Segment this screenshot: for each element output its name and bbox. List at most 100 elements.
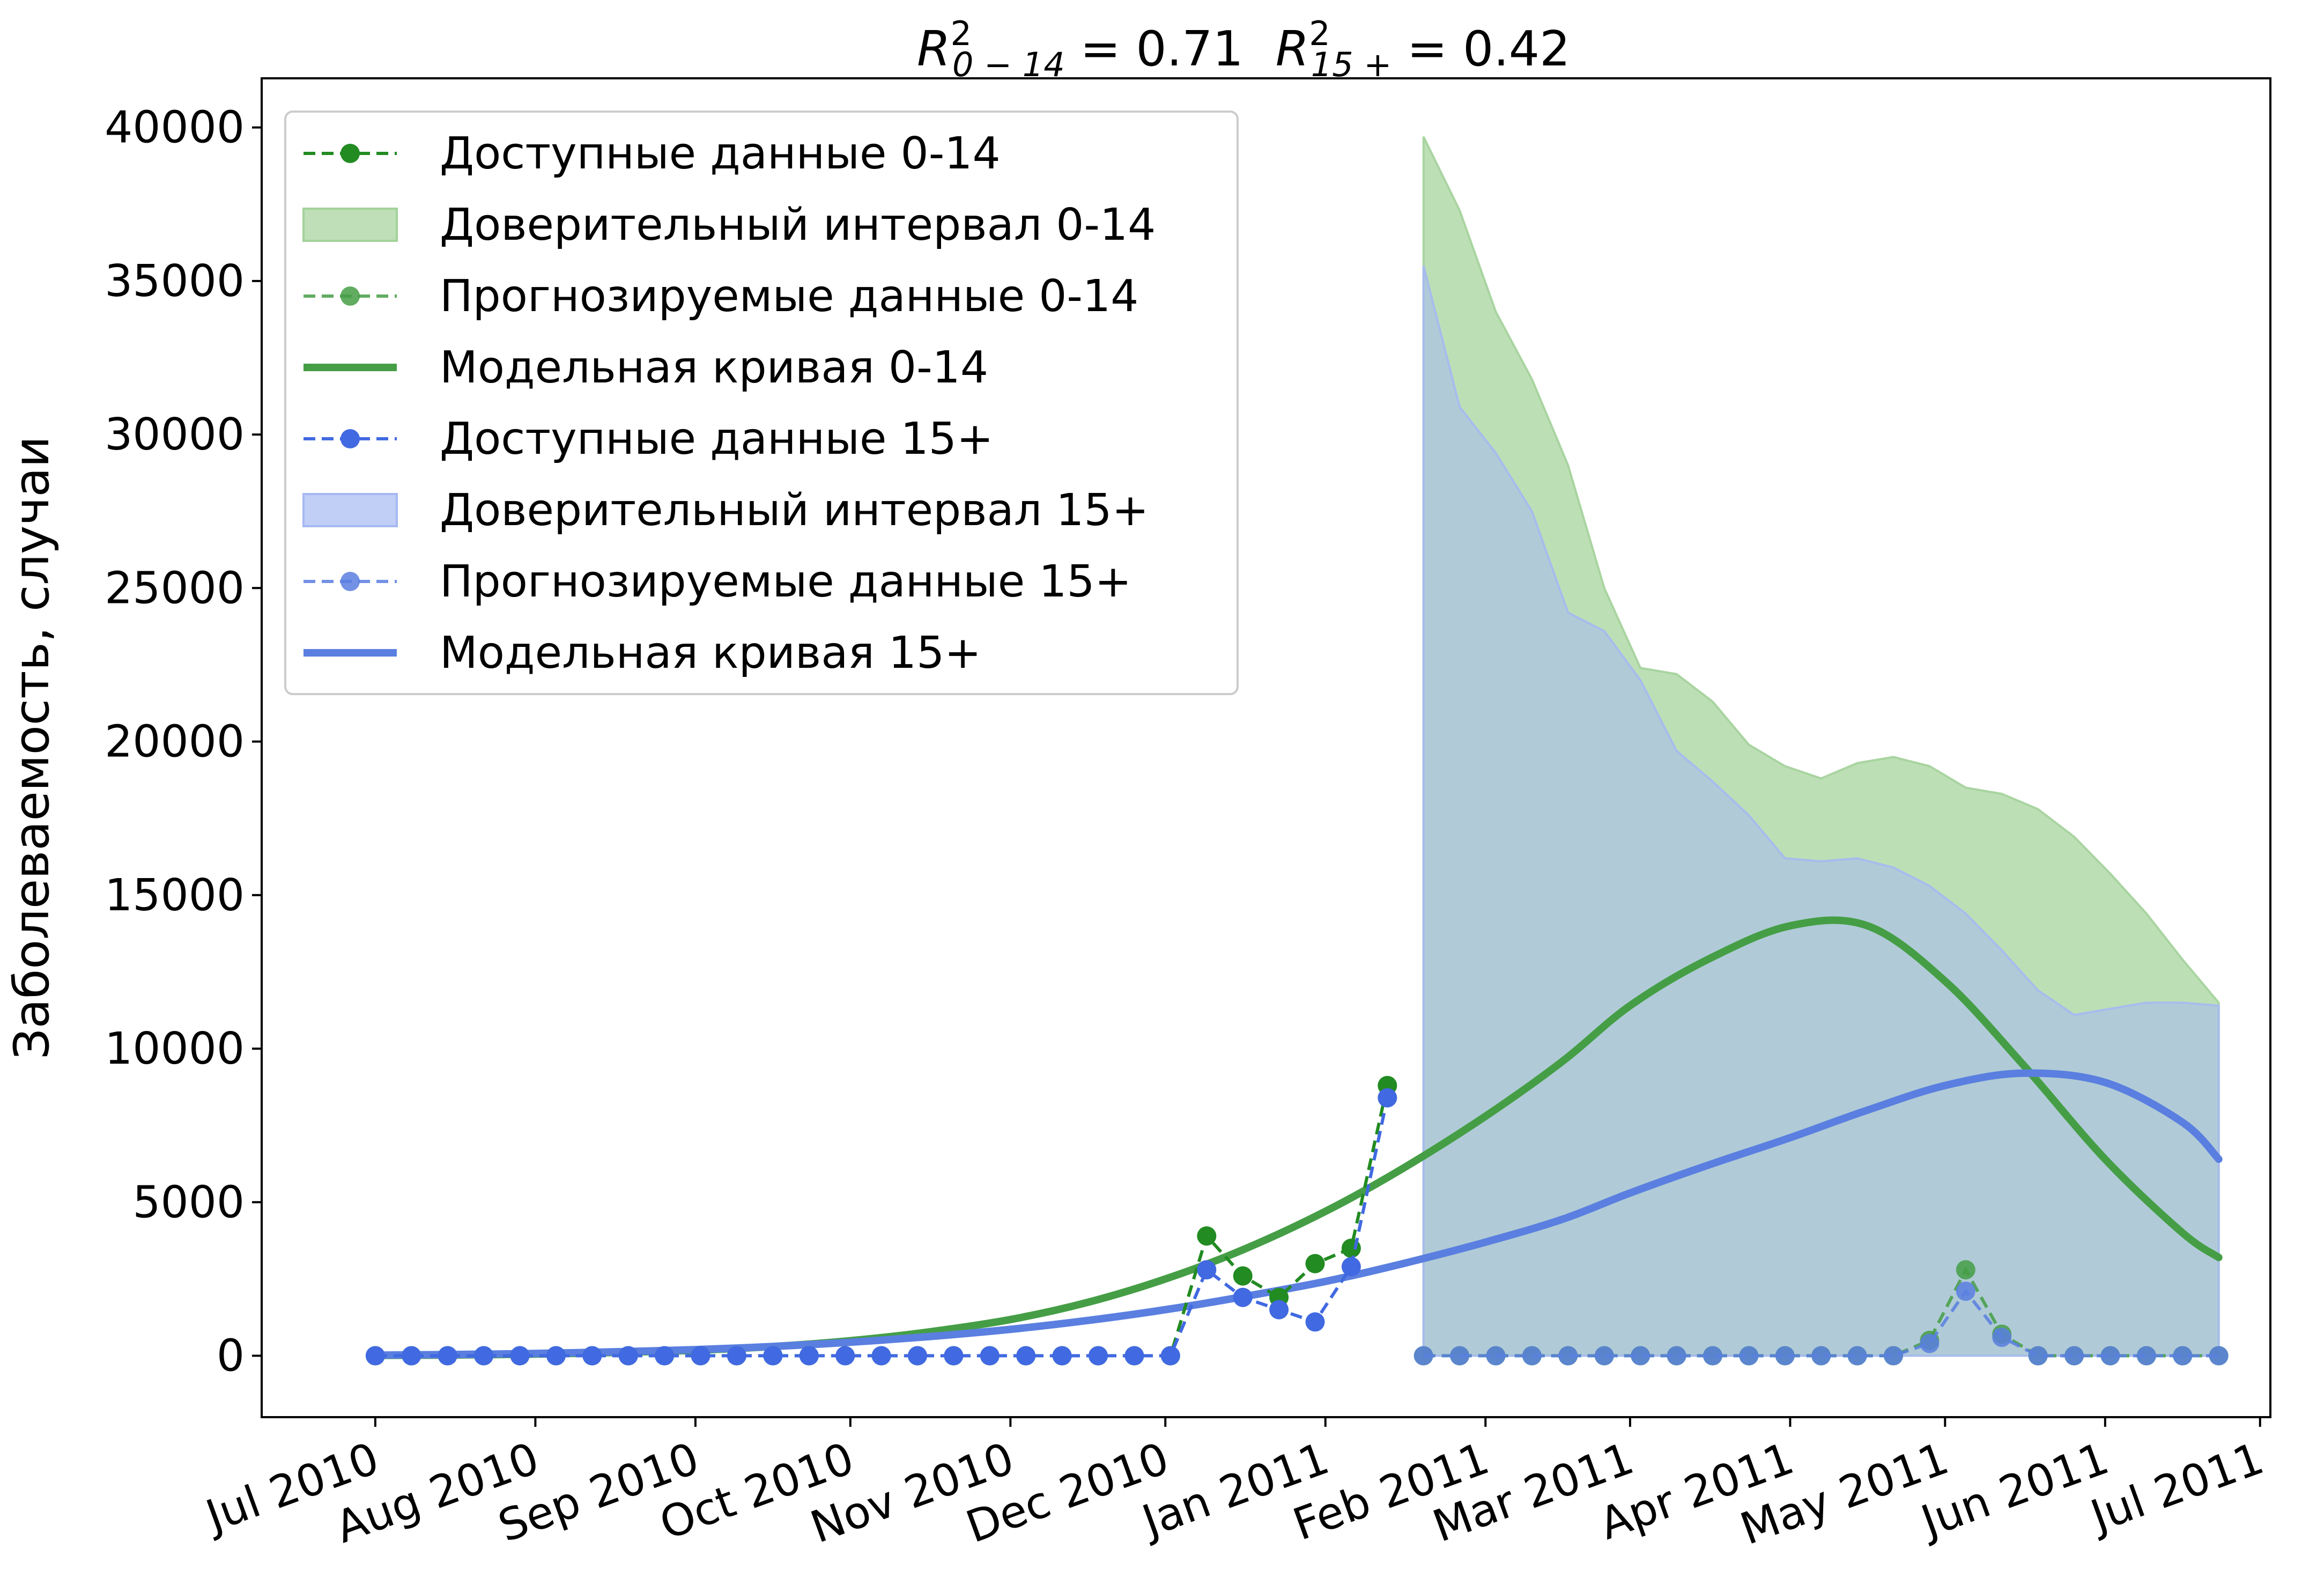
y-tick-label: 40000 [105, 102, 245, 153]
series-4-point [655, 1346, 675, 1366]
series-4-point [1052, 1346, 1072, 1366]
legend-label: Доступные данные 0-14 [440, 128, 1001, 179]
y-tick-label: 0 [217, 1331, 245, 1382]
series-0-point [1233, 1266, 1253, 1286]
series-4-point [1160, 1346, 1180, 1366]
series-6-point [1920, 1333, 1940, 1353]
legend-label: Доверительный интервал 0-14 [440, 200, 1156, 250]
series-4-point [618, 1346, 638, 1366]
series-4-point [727, 1346, 746, 1366]
series-4-point [546, 1346, 566, 1366]
title-sup-a: 2 [951, 14, 972, 53]
series-4-point [908, 1346, 927, 1366]
series-4-point [510, 1346, 530, 1366]
series-6-point [2064, 1346, 2084, 1366]
series-6-point [1703, 1346, 1722, 1366]
series-4-point [980, 1346, 1000, 1366]
legend-swatch-marker [341, 144, 360, 163]
series-4-line [375, 1097, 1389, 1358]
title-sub-a: 0 − 14 [952, 45, 1065, 84]
legend-swatch-marker [341, 429, 360, 448]
legend-item: Модельная кривая 15+ [304, 628, 981, 679]
legend-swatch-band [302, 493, 398, 527]
legend-label: Модельная кривая 15+ [440, 628, 981, 679]
legend-item: Прогнозируемые данные 0-14 [304, 271, 1138, 322]
series-4 [365, 1088, 1397, 1366]
series-4-point [799, 1346, 819, 1366]
series-6-point [1811, 1346, 1831, 1366]
series-0-point [1197, 1226, 1217, 1246]
series-6-point [2209, 1346, 2229, 1366]
title-sup-b: 2 [1309, 14, 1330, 53]
plot-frame [261, 77, 2271, 1418]
series-6-point [1992, 1328, 2012, 1347]
series-4-point [1089, 1346, 1108, 1366]
series-4-point [438, 1346, 457, 1366]
title-value-a: = 0.71 [1065, 21, 1244, 77]
series-4-point [1124, 1346, 1144, 1366]
series-4-point [691, 1346, 710, 1366]
series-6-point [2173, 1346, 2193, 1366]
y-tick-label: 15000 [105, 870, 245, 921]
series-4-point [835, 1346, 855, 1366]
series-6-line [1423, 1288, 2219, 1358]
y-tick-label: 25000 [105, 563, 245, 614]
legend-swatch-marker [341, 286, 360, 306]
x-tick-label: Jul 2011 [2082, 1433, 2270, 1543]
legend-label: Модельная кривая 0-14 [440, 342, 988, 393]
series-6-point [1413, 1346, 1433, 1366]
series-6-point [1775, 1346, 1795, 1366]
series-4-point [582, 1346, 602, 1366]
legend-label: Прогнозируемые данные 0-14 [440, 271, 1138, 322]
series-6-point [1739, 1346, 1759, 1366]
legend-label: Доступные данные 15+ [440, 414, 994, 465]
legend-item: Доверительный интервал 0-14 [302, 200, 1156, 250]
series-6-point [1450, 1346, 1470, 1366]
series-6-point [1631, 1346, 1651, 1366]
y-tick-label: 35000 [105, 256, 245, 307]
series-4-point [402, 1346, 421, 1366]
title-r-symbol: R [917, 21, 951, 77]
legend-item: Прогнозируемые данные 15+ [304, 556, 1131, 607]
y-tick-label: 5000 [132, 1177, 245, 1228]
legend-box [284, 110, 1239, 695]
chart-title: R2 0 − 14 = 0.71 R2 15 + = 0.42 [917, 14, 1570, 84]
y-tick-label: 20000 [105, 717, 245, 768]
legend-swatch-band [302, 208, 398, 242]
series-6-point [1884, 1346, 1903, 1366]
y-axis: 0 5000 10000 15000 20000 25000 30000 35000 40000 [105, 102, 262, 1382]
series-6-point [1558, 1346, 1578, 1366]
series-4-point [944, 1346, 964, 1366]
series-6-point [1847, 1346, 1867, 1366]
legend-label: Прогнозируемые данные 15+ [440, 556, 1131, 607]
series-4-point [1305, 1312, 1325, 1332]
legend-item: Модельная кривая 0-14 [304, 342, 988, 393]
legend-label: Доверительный интервал 15+ [440, 485, 1149, 536]
title-sub-b: 15 + [1311, 45, 1392, 84]
series-6-point [1522, 1346, 1542, 1366]
series-6-point [2028, 1346, 2048, 1366]
series-4-point [1378, 1088, 1397, 1108]
legend-item: Доступные данные 0-14 [304, 128, 1001, 179]
legend: Доступные данные 0-14 Доверительный интер… [284, 110, 1239, 695]
series-4-point [1269, 1300, 1289, 1320]
series-4-point [1341, 1257, 1361, 1277]
legend-item: Доступные данные 15+ [304, 414, 994, 465]
series-6-point [2100, 1346, 2120, 1366]
y-tick-label: 10000 [105, 1023, 245, 1074]
series-4-point [1233, 1287, 1253, 1307]
series-6-point [2136, 1346, 2156, 1366]
series-4-point [474, 1346, 494, 1366]
y-axis-label: Заболеваемость, случаи [4, 436, 60, 1059]
title-value-b: = 0.42 [1392, 21, 1570, 77]
series-4-point [871, 1346, 891, 1366]
series-4-point [1016, 1346, 1036, 1366]
data-series [365, 1075, 2229, 1366]
title-r-symbol-b: R [1276, 21, 1309, 77]
series-4-point [763, 1346, 783, 1366]
series-4-point [365, 1346, 385, 1366]
series-6-point [1667, 1346, 1686, 1366]
